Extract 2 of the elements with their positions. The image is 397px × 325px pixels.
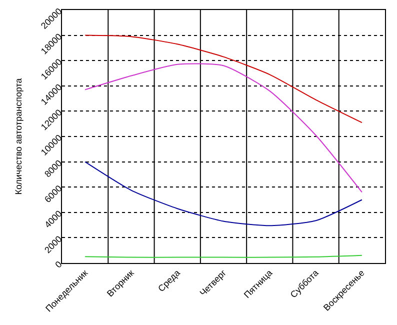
y-tick-label: 0 (53, 259, 64, 270)
y-axis-title: Количество автотранспорта (13, 78, 24, 195)
